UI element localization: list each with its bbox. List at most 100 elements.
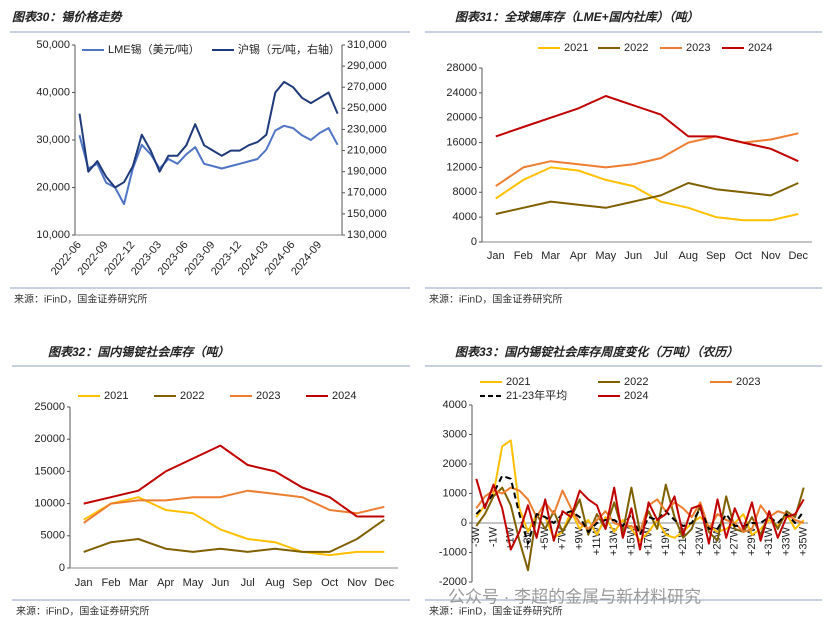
y2-tick-label: 290,000 [347, 60, 387, 72]
legend-label: 2024 [748, 42, 772, 54]
x-tick-label: May [183, 577, 204, 589]
x-tick-label: Jan [75, 577, 93, 589]
x-tick-label: +19W [660, 526, 672, 556]
series-line [475, 439, 805, 542]
y2-tick-label: 250,000 [347, 102, 387, 114]
legend-label: 2022 [624, 376, 648, 388]
x-tick-label: -3W [470, 526, 482, 547]
x-tick-label: Feb [102, 577, 121, 589]
legend-label: 2022 [624, 42, 648, 54]
legend-label: 2024 [624, 390, 648, 402]
x-tick-label: Apr [157, 577, 174, 589]
y-tick-label: 3000 [443, 428, 467, 440]
chart-title: 图表33：国内锡锭社会库存周度变化（万吨）（农历） [455, 345, 738, 359]
series-line [83, 444, 385, 518]
x-tick-label: Sep [706, 250, 726, 262]
x-tick-label: Nov [347, 577, 367, 589]
y-tick-label: 40,000 [36, 86, 70, 98]
series-line [83, 496, 385, 557]
legend-label: 2021 [104, 390, 128, 402]
y-tick-label: 0 [59, 562, 65, 574]
x-tick-label: Jul [241, 577, 255, 589]
chart-title: 图表32：国内锡锭社会库存（吨） [48, 345, 229, 359]
watermark: 公众号 · 李超的金属与新材料研究 [448, 587, 701, 606]
legend-label: 21-23年平均 [506, 388, 567, 402]
chart-title: 图表31：全球锡库存（LME+国内社库）（吨） [455, 10, 699, 24]
y2-tick-label: 310,000 [347, 39, 387, 51]
chart-title: 图表30：锡价格走势 [12, 10, 123, 24]
x-tick-label: Dec [375, 577, 395, 589]
x-tick-label: May [595, 250, 616, 262]
source: 来源：iFinD，国金证券研究所 [14, 293, 147, 306]
series-line [495, 182, 799, 215]
y-tick-label: 28000 [446, 62, 477, 74]
x-tick-label: -1W [487, 526, 499, 547]
x-tick-label: Jun [624, 250, 642, 262]
y-tick-label: 50,000 [36, 39, 70, 51]
x-tick-label: +27W [729, 526, 741, 556]
legend-label: 2024 [332, 390, 356, 402]
legend-label: 2023 [256, 390, 280, 402]
y2-tick-label: 230,000 [347, 123, 387, 135]
y2-tick-label: 190,000 [347, 166, 387, 178]
y-tick-label: -2000 [439, 576, 467, 588]
y-tick-label: 5000 [41, 530, 65, 542]
x-tick-label: Sep [293, 577, 313, 589]
y-tick-label: 25000 [34, 401, 65, 413]
source: 来源：iFinD，国金证券研究所 [429, 293, 562, 306]
series-line [78, 124, 339, 206]
y-tick-label: 20000 [446, 112, 477, 124]
x-tick-label: Dec [788, 250, 808, 262]
y-tick-label: 4000 [453, 211, 477, 223]
x-tick-label: Jul [654, 250, 668, 262]
x-tick-label: Mar [541, 250, 560, 262]
series-line [78, 80, 339, 189]
x-tick-label: Jun [211, 577, 229, 589]
x-tick-label: Jan [487, 250, 505, 262]
y-tick-label: 20,000 [36, 181, 70, 193]
y-tick-label: 10000 [34, 498, 65, 510]
y-tick-label: 1000 [443, 487, 467, 499]
legend-label: 沪锡（元/吨，右轴） [238, 42, 340, 56]
legend-label: 2021 [506, 376, 530, 388]
x-tick-label: Feb [514, 250, 533, 262]
y-tick-label: 20000 [34, 433, 65, 445]
y2-tick-label: 270,000 [347, 81, 387, 93]
y-tick-label: 4000 [443, 399, 467, 411]
series-line [495, 95, 799, 163]
x-tick-label: +23W [694, 526, 706, 556]
x-tick-label: +35W [798, 526, 810, 556]
x-tick-label: Oct [321, 577, 338, 589]
series-line [475, 478, 805, 551]
series-line [83, 489, 385, 524]
y2-tick-label: 150,000 [347, 208, 387, 220]
y-tick-label: 2000 [443, 458, 467, 470]
y-tick-label: -1000 [439, 546, 467, 558]
series-line [495, 166, 799, 222]
legend-label: LME锡（美元/吨） [108, 42, 200, 56]
x-tick-label: Nov [761, 250, 781, 262]
y-tick-label: 30,000 [36, 134, 70, 146]
legend-label: 2022 [180, 390, 204, 402]
y2-tick-label: 170,000 [347, 187, 387, 199]
x-tick-label: Apr [570, 250, 587, 262]
x-tick-label: Aug [678, 250, 698, 262]
legend-label: 2023 [736, 376, 760, 388]
x-tick-label: +7W [556, 526, 568, 550]
series-line [83, 518, 385, 553]
x-tick-label: +13W [608, 526, 620, 556]
y-tick-label: 8000 [453, 186, 477, 198]
x-tick-label: +11W [591, 526, 603, 555]
y-tick-label: 24000 [446, 87, 477, 99]
y-tick-label: 12000 [446, 161, 477, 173]
y-tick-label: 15000 [34, 465, 65, 477]
source: 来源：iFinD，国金证券研究所 [429, 605, 562, 618]
y2-tick-label: 210,000 [347, 144, 387, 156]
y-tick-label: 0 [471, 236, 477, 248]
y2-tick-label: 130,000 [347, 229, 387, 241]
legend-label: 2023 [686, 42, 710, 54]
y-tick-label: 0 [461, 517, 467, 529]
series-line [475, 474, 805, 545]
x-tick-label: +9W [574, 526, 586, 550]
legend-label: 2021 [564, 42, 588, 54]
